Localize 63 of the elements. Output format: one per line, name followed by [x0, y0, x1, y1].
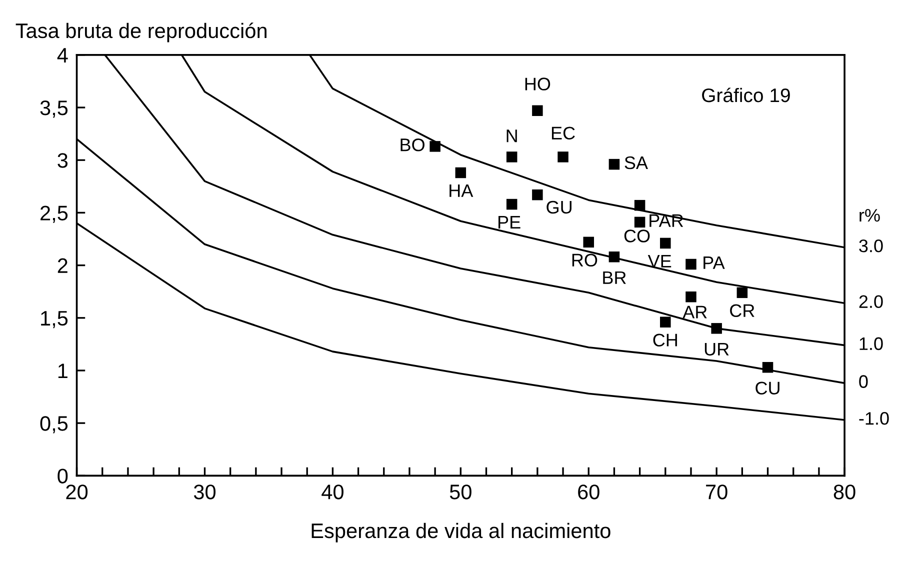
- annotation: HA: [450, 184, 474, 197]
- annotation: PAR: [650, 214, 684, 227]
- series-label: 1.0: [860, 337, 883, 350]
- annotation: PE: [498, 216, 520, 228]
- annotation: VE: [648, 254, 672, 268]
- annotation: HO: [525, 78, 550, 90]
- annotation: GU: [546, 200, 572, 214]
- annotation: BR: [603, 271, 626, 284]
- point: [506, 152, 518, 162]
- annotation: N: [506, 130, 517, 142]
- annotation: CU: [756, 382, 780, 394]
- point: [634, 216, 646, 228]
- y-tick-label: 3,5: [40, 100, 68, 118]
- point: [608, 252, 620, 262]
- x-tick-label: 80: [834, 484, 856, 500]
- annotation: RO: [572, 254, 598, 267]
- point: [736, 287, 748, 298]
- y-tick-label: 2,5: [40, 206, 68, 223]
- point: [686, 291, 696, 302]
- point: [762, 362, 774, 373]
- point: [583, 236, 594, 248]
- point: [506, 198, 518, 210]
- x-tick-label: 20: [66, 484, 88, 500]
- series-label: 3.0: [859, 239, 883, 252]
- series-label: -1.0: [859, 412, 889, 425]
- y-tick-label: 1,5: [41, 311, 68, 328]
- annotation: CR: [730, 304, 754, 318]
- point: [660, 238, 671, 249]
- point: [532, 189, 543, 200]
- point: [532, 105, 543, 116]
- point: [430, 141, 440, 152]
- y-tick-label: 3: [58, 153, 68, 168]
- annotation: CH: [653, 334, 677, 346]
- series-label: 0: [859, 375, 868, 388]
- y-tick-label: 2: [58, 258, 68, 273]
- point: [660, 316, 671, 328]
- point: [686, 258, 696, 270]
- legend-title: r%: [860, 209, 880, 222]
- y-tick-label: 0: [58, 468, 68, 484]
- point: [634, 200, 646, 211]
- annotation: PA: [704, 256, 725, 269]
- x-tick-label: 60: [578, 484, 600, 500]
- annotation: UR: [704, 342, 729, 356]
- annotation: Gráfico 19: [702, 88, 790, 102]
- point: [711, 323, 722, 334]
- point: [558, 152, 568, 162]
- annotation: CO: [624, 230, 650, 242]
- annotation: BO: [400, 138, 424, 152]
- annotation: AR: [682, 306, 707, 318]
- annotation: EC: [552, 126, 575, 140]
- x-tick-label: 50: [450, 484, 472, 500]
- y-axis-title: Tasa bruta de reproducción: [16, 22, 266, 42]
- point: [608, 158, 620, 170]
- x-tick-label: 70: [706, 484, 728, 500]
- point: [455, 167, 466, 178]
- y-tick-label: 1: [58, 364, 68, 378]
- x-axis-title: Esperanza de vida al nacimiento: [312, 522, 610, 542]
- annotation: SA: [624, 156, 648, 170]
- y-tick-label: 0,5: [40, 416, 68, 434]
- x-tick-label: 30: [194, 484, 216, 500]
- x-tick-label: 40: [322, 484, 344, 500]
- y-tick-label: 4: [57, 48, 68, 62]
- series-label: 2.0: [859, 295, 883, 308]
